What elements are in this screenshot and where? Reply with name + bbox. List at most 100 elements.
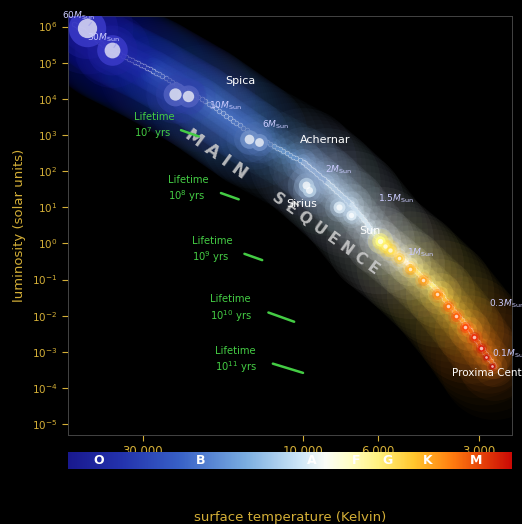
Point	[480, 347, 489, 356]
Point	[228, 116, 236, 124]
Point	[151, 68, 160, 77]
Point	[178, 83, 186, 92]
Point	[197, 95, 206, 103]
Point	[353, 208, 361, 216]
Point	[430, 284, 438, 292]
Point	[169, 78, 177, 86]
Point	[189, 90, 197, 98]
Point	[138, 61, 146, 70]
Point	[323, 178, 331, 186]
Point	[90, 34, 98, 42]
Point	[151, 68, 160, 77]
Point	[323, 178, 331, 186]
Y-axis label: luminosity (solar units): luminosity (solar units)	[13, 149, 26, 302]
Point	[406, 261, 414, 269]
Point	[213, 105, 221, 114]
Point	[250, 131, 258, 139]
Point	[282, 149, 291, 157]
Point	[186, 88, 194, 96]
Point	[225, 114, 233, 122]
Point	[470, 333, 478, 342]
Point	[219, 110, 228, 118]
Point	[448, 304, 456, 312]
Point	[207, 101, 215, 110]
Point	[172, 80, 180, 88]
Point	[191, 91, 199, 99]
Point	[245, 135, 253, 144]
Point	[406, 261, 414, 269]
Point	[241, 124, 249, 133]
Point	[353, 208, 361, 216]
Point	[232, 119, 241, 127]
Point	[74, 23, 82, 31]
Point	[148, 67, 157, 75]
Point	[116, 50, 124, 59]
Point	[78, 25, 86, 34]
Point	[92, 36, 100, 44]
Point	[327, 182, 336, 191]
Point	[295, 156, 304, 165]
Point	[488, 362, 496, 370]
Point	[430, 284, 438, 292]
Text: Lifetime
$10^7$ yrs: Lifetime $10^7$ yrs	[134, 112, 174, 141]
Point	[84, 29, 92, 38]
Point	[400, 256, 408, 265]
Point	[143, 63, 151, 72]
Point	[406, 261, 414, 269]
Point	[109, 47, 117, 55]
Point	[250, 131, 258, 139]
Point	[418, 272, 426, 281]
Point	[112, 48, 120, 57]
Point	[135, 60, 144, 68]
Point	[376, 237, 384, 245]
Point	[180, 85, 188, 93]
Point	[381, 242, 389, 250]
Point	[76, 24, 84, 32]
Point	[104, 44, 112, 52]
Point	[222, 112, 230, 120]
Point	[246, 129, 255, 137]
Point	[318, 174, 326, 182]
Point	[470, 333, 479, 342]
Point	[166, 77, 174, 85]
Point	[465, 326, 473, 334]
Point	[309, 166, 317, 174]
Point	[488, 362, 496, 370]
Point	[245, 135, 253, 144]
X-axis label: surface temperature (Kelvin): surface temperature (Kelvin)	[194, 511, 386, 524]
Point	[477, 344, 485, 352]
Point	[238, 122, 246, 130]
Point	[158, 72, 167, 81]
Point	[138, 61, 146, 70]
Text: $2M_\mathsf{Sun}$: $2M_\mathsf{Sun}$	[325, 164, 352, 176]
Point	[86, 31, 94, 39]
Point	[148, 67, 157, 75]
Point	[438, 292, 447, 300]
Point	[310, 167, 318, 176]
Point	[184, 87, 193, 95]
Point	[245, 135, 253, 144]
Point	[323, 178, 331, 186]
Point	[231, 118, 240, 126]
Point	[470, 333, 479, 342]
Point	[289, 152, 298, 161]
Point	[299, 158, 307, 166]
Point	[107, 46, 115, 54]
Point	[412, 267, 421, 275]
Point	[74, 23, 82, 31]
Point	[276, 145, 284, 154]
Point	[92, 36, 101, 45]
Point	[359, 215, 367, 223]
Point	[426, 280, 435, 289]
Point	[250, 131, 258, 139]
Text: Spica: Spica	[226, 77, 256, 86]
Point	[465, 326, 473, 334]
Point	[472, 335, 480, 344]
Point	[228, 116, 236, 124]
Point	[430, 284, 438, 292]
Point	[430, 284, 438, 292]
Point	[380, 239, 388, 248]
Text: Lifetime
$10^{11}$ yrs: Lifetime $10^{11}$ yrs	[215, 346, 257, 375]
Point	[122, 53, 130, 61]
Point	[160, 73, 168, 82]
